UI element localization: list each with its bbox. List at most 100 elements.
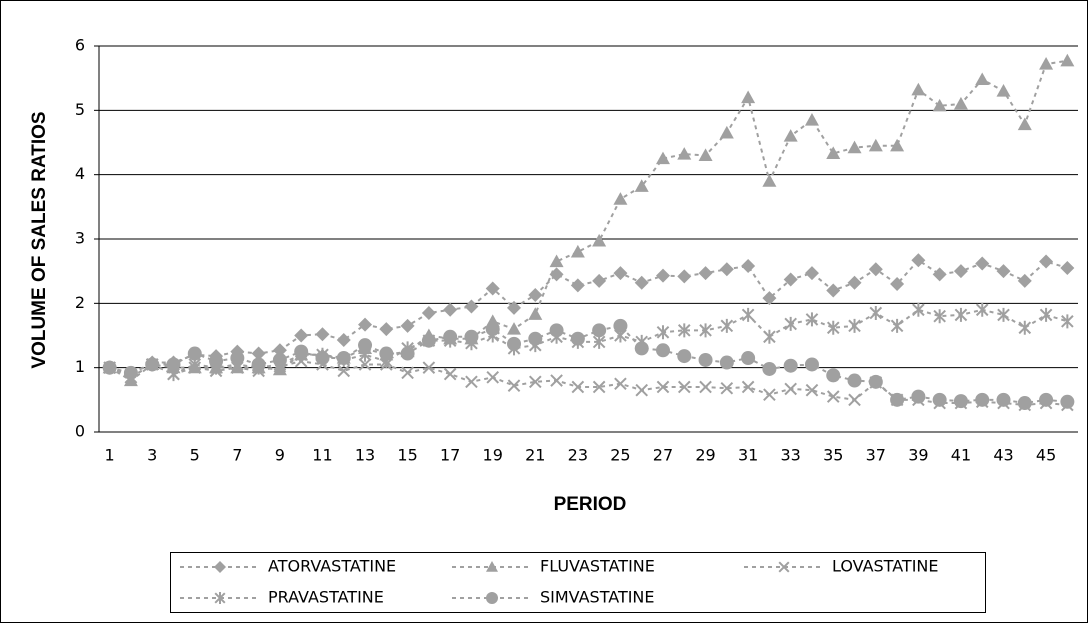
marker [804,357,819,372]
marker [975,392,990,407]
marker [464,299,479,314]
marker [570,244,585,258]
marker [677,147,692,160]
marker [421,333,436,348]
marker [826,368,841,383]
marker [868,374,883,389]
marker [570,278,585,293]
marker [997,307,1010,322]
marker [507,336,522,351]
marker [975,72,990,86]
marker [953,394,968,409]
marker [720,381,734,395]
marker [741,351,756,366]
marker [230,351,245,366]
marker [847,275,862,290]
marker [975,256,990,271]
y-tick-label: 5 [75,100,85,119]
marker [741,307,755,322]
x-tick-label: 15 [397,446,417,465]
marker [272,343,287,358]
marker [826,390,840,403]
marker [655,343,670,358]
marker [783,272,798,287]
marker [614,377,627,391]
x-tick-label: 5 [190,446,200,465]
marker [592,273,607,288]
marker [869,305,883,320]
marker [570,331,585,346]
marker [592,323,607,338]
marker [1060,394,1075,409]
marker [719,125,734,139]
marker [634,341,649,356]
series-line [109,308,1068,379]
marker [719,355,734,370]
marker [485,281,500,296]
marker [550,374,563,387]
x-tick-label: 43 [993,446,1013,465]
marker [932,267,947,282]
marker [613,318,628,333]
marker [953,264,968,279]
x-tick-label: 7 [232,446,242,465]
marker [804,112,819,126]
marker [486,371,500,384]
marker [251,357,266,372]
marker [890,392,905,407]
marker [847,373,862,388]
marker [1039,307,1053,322]
marker [507,379,521,392]
marker [912,302,925,317]
series-line [109,258,1068,376]
marker [1017,117,1032,131]
x-tick-label: 25 [610,446,630,465]
marker [485,322,500,337]
marker [528,331,543,346]
legend-label: SIMVASTATINE [540,588,655,607]
marker [848,318,861,333]
marker [272,352,287,367]
marker [102,360,117,375]
marker [699,323,712,338]
marker [613,192,628,205]
y-tick-label: 4 [75,164,85,183]
marker [784,316,797,331]
marker [763,388,776,401]
marker [933,309,946,324]
marker [698,352,713,367]
marker [214,592,226,604]
marker [698,148,713,161]
marker [911,253,926,268]
marker [634,275,649,290]
marker [826,320,840,335]
marker [1017,273,1032,288]
legend-label: LOVASTATINE [832,557,938,576]
marker [741,90,756,104]
legend-box [170,552,986,613]
marker [336,351,351,366]
marker [464,329,479,344]
legend-label: PRAVASTATINE [268,588,384,607]
legend-label: FLUVASTATINE [540,557,655,576]
marker [890,277,905,292]
marker [932,98,947,112]
marker [762,174,777,187]
marker [655,151,670,165]
marker [336,333,351,348]
marker [358,338,373,353]
marker [549,323,564,338]
legend-label: ATORVASTATINE [268,557,396,576]
marker [932,392,947,407]
marker [528,287,543,302]
marker [826,283,841,298]
marker [656,380,670,394]
x-tick-label: 29 [695,446,715,465]
marker [528,375,542,389]
marker [975,302,989,317]
marker [677,323,691,338]
marker [613,266,628,281]
marker [847,140,862,154]
marker [763,329,776,344]
